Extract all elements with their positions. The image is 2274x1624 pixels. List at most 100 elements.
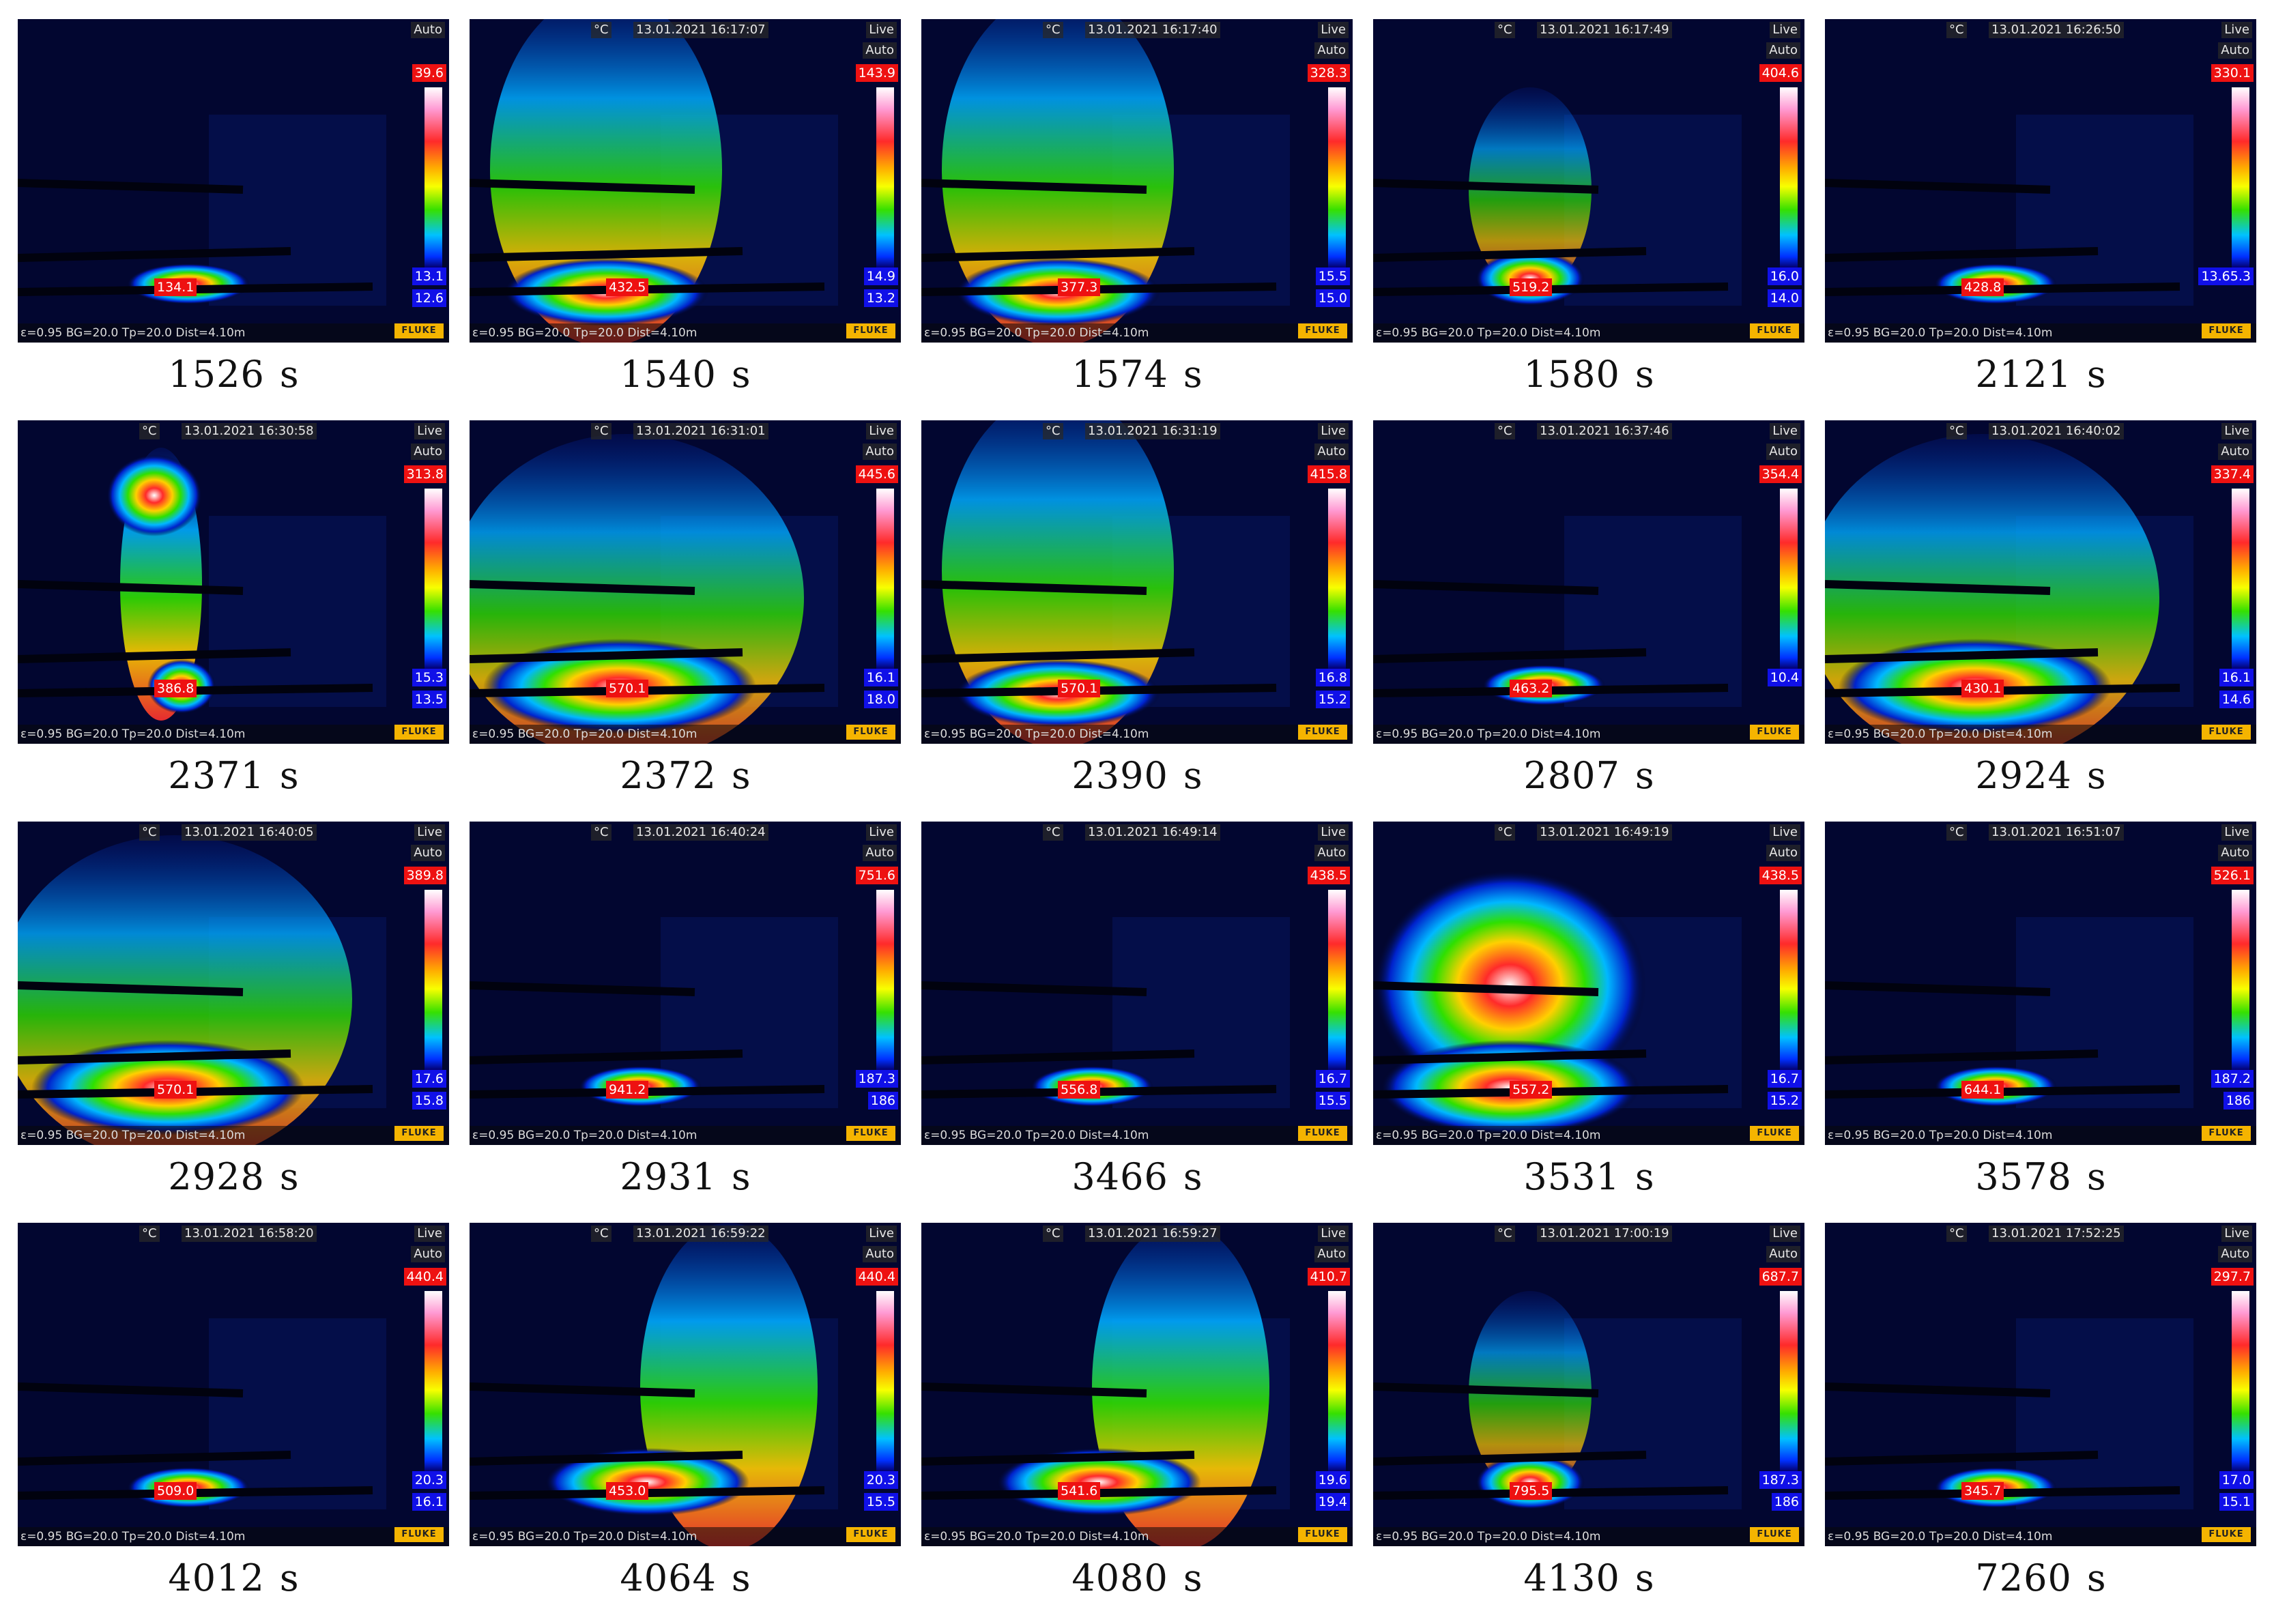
- thermal-image: °C 13.01.2021 16:40:02 Live Auto 337.4 16.1 14…: [1825, 420, 2256, 744]
- hotspot-temperature: 432.5: [606, 278, 649, 296]
- measurement-params: ε=0.95 BG=20.0 Tp=20.0 Dist=4.10m: [472, 1530, 697, 1543]
- secondary-temperature: 186: [1771, 1493, 1802, 1511]
- mode-label: Live: [2221, 22, 2252, 38]
- timestamp: 13.01.2021 16:51:07: [1989, 824, 2124, 841]
- measurement-params: ε=0.95 BG=20.0 Tp=20.0 Dist=4.10m: [20, 1530, 246, 1543]
- timestamp: 13.01.2021 16:59:27: [1085, 1226, 1220, 1242]
- hotspot-temperature: 570.1: [606, 680, 649, 697]
- hotspot-temperature: 541.6: [1058, 1482, 1101, 1500]
- hotspot-temperature: 377.3: [1058, 278, 1101, 296]
- hotspot-temperature: 463.2: [1510, 680, 1553, 697]
- timestamp: 13.01.2021 16:26:50: [1989, 22, 2124, 38]
- status-footer: [1825, 323, 2256, 343]
- min-temperature: 16.8: [1315, 669, 1350, 686]
- time-caption: 2390 s: [921, 752, 1353, 800]
- measurement-params: ε=0.95 BG=20.0 Tp=20.0 Dist=4.10m: [472, 326, 697, 340]
- measurement-params: ε=0.95 BG=20.0 Tp=20.0 Dist=4.10m: [1828, 727, 2053, 741]
- time-unit: s: [2086, 754, 2106, 797]
- time-caption: 4012 s: [18, 1554, 449, 1602]
- thermal-frame: °C 13.01.2021 16:26:50 Live Auto 330.1 13.65.…: [1825, 19, 2256, 420]
- color-scale-bar: [1328, 1291, 1346, 1471]
- mode-label: Live: [866, 423, 897, 439]
- time-unit: s: [2086, 1155, 2106, 1198]
- measurement-params: ε=0.95 BG=20.0 Tp=20.0 Dist=4.10m: [472, 1129, 697, 1142]
- thermal-scene: [921, 822, 1353, 1145]
- timestamp: 13.01.2021 16:17:40: [1085, 22, 1220, 38]
- timestamp: 13.01.2021 16:40:05: [182, 824, 317, 841]
- min-temperature: 13.1: [412, 267, 446, 285]
- thermal-scene: [18, 19, 449, 343]
- unit-label: °C: [139, 1226, 160, 1242]
- time-unit: s: [1635, 1155, 1654, 1198]
- max-temperature: 410.7: [1307, 1268, 1350, 1286]
- thermal-scene: [1373, 1223, 1804, 1546]
- range-label: Auto: [1766, 444, 1800, 460]
- unit-label: °C: [591, 22, 611, 38]
- mode-label: Live: [866, 1226, 897, 1242]
- min-temperature: 16.0: [1767, 267, 1802, 285]
- fluke-logo: FLUKE: [394, 323, 444, 338]
- max-temperature: 404.6: [1759, 64, 1802, 82]
- thermal-frame: °C 13.01.2021 16:59:27 Live Auto 410.7 19.6 19…: [921, 1223, 1353, 1624]
- thermal-image: °C 13.01.2021 16:40:24 Live Auto 751.6 187.3 1…: [470, 822, 901, 1145]
- color-scale-bar: [424, 489, 442, 669]
- status-footer: [470, 725, 901, 744]
- fluke-logo: FLUKE: [1750, 323, 1799, 338]
- thermal-frame: °C 13.01.2021 16:49:19 Live Auto 438.5 16.7 15…: [1373, 822, 1804, 1223]
- fluke-logo: FLUKE: [1298, 1126, 1347, 1141]
- unit-label: °C: [1495, 824, 1515, 841]
- fluke-logo: FLUKE: [2202, 1527, 2251, 1542]
- unit-label: °C: [1946, 22, 1967, 38]
- mode-label: Live: [2221, 423, 2252, 439]
- range-label: Auto: [1314, 444, 1349, 460]
- status-footer: [18, 1126, 449, 1145]
- color-scale-bar: [876, 489, 894, 669]
- thermal-frame: °C 13.01.2021 17:00:19 Live Auto 687.7 187.3 1…: [1373, 1223, 1804, 1624]
- mode-label: Live: [414, 824, 445, 841]
- timestamp: 13.01.2021 16:30:58: [182, 423, 317, 439]
- time-caption: 2924 s: [1825, 752, 2256, 800]
- timestamp: 13.01.2021 16:40:02: [1989, 423, 2124, 439]
- measurement-params: ε=0.95 BG=20.0 Tp=20.0 Dist=4.10m: [472, 727, 697, 741]
- hotspot-temperature: 556.8: [1058, 1081, 1101, 1099]
- thermal-image: °C 13.01.2021 16:30:58 Live Auto 313.8 15.3 13…: [18, 420, 449, 744]
- time-unit: s: [279, 1155, 299, 1198]
- secondary-temperature: 12.6: [412, 289, 446, 307]
- thermal-frame: °C 13.01.2021 16:40:24 Live Auto 751.6 187.3 1…: [470, 822, 901, 1223]
- fluke-logo: FLUKE: [846, 1527, 895, 1542]
- secondary-temperature: 14.6: [2219, 691, 2254, 708]
- time-caption: 1540 s: [470, 351, 901, 398]
- time-unit: s: [1183, 754, 1203, 797]
- fluke-logo: FLUKE: [1750, 1527, 1799, 1542]
- unit-label: °C: [1043, 22, 1063, 38]
- color-scale-bar: [1780, 87, 1798, 267]
- time-value: 7260: [1975, 1556, 2072, 1599]
- measurement-params: ε=0.95 BG=20.0 Tp=20.0 Dist=4.10m: [20, 1129, 246, 1142]
- measurement-params: ε=0.95 BG=20.0 Tp=20.0 Dist=4.10m: [20, 727, 246, 741]
- thermal-frame: Auto 39.6 13.1 12.6 134.1 ε=0.95 BG=20.0 Tp=2…: [18, 19, 449, 420]
- max-temperature: 526.1: [2211, 867, 2254, 884]
- thermal-image: °C 13.01.2021 16:49:14 Live Auto 438.5 16.7 15…: [921, 822, 1353, 1145]
- range-label: Auto: [411, 22, 445, 38]
- thermal-frame: °C 13.01.2021 16:17:49 Live Auto 404.6 16.0 14…: [1373, 19, 1804, 420]
- max-temperature: 143.9: [855, 64, 898, 82]
- unit-label: °C: [1043, 423, 1063, 439]
- fluke-logo: FLUKE: [394, 1126, 444, 1141]
- fluke-logo: FLUKE: [1298, 323, 1347, 338]
- thermal-scene: [470, 19, 901, 343]
- timestamp: 13.01.2021 16:58:20: [182, 1226, 317, 1242]
- time-value: 2931: [620, 1155, 717, 1198]
- max-temperature: 438.5: [1307, 867, 1350, 884]
- time-unit: s: [1635, 353, 1654, 396]
- time-value: 4130: [1523, 1556, 1620, 1599]
- max-temperature: 297.7: [2211, 1268, 2254, 1286]
- color-scale-bar: [1328, 87, 1346, 267]
- thermal-image: °C 13.01.2021 16:31:19 Live Auto 415.8 16.8 15…: [921, 420, 1353, 744]
- status-footer: [1373, 1527, 1804, 1546]
- range-label: Auto: [411, 444, 445, 460]
- thermal-frame: °C 13.01.2021 16:40:05 Live Auto 389.8 17.6 15…: [18, 822, 449, 1223]
- color-scale-bar: [424, 87, 442, 267]
- mode-label: Live: [866, 824, 897, 841]
- min-temperature: 19.6: [1315, 1471, 1350, 1489]
- thermal-frame: °C 13.01.2021 17:52:25 Live Auto 297.7 17.0 15…: [1825, 1223, 2256, 1624]
